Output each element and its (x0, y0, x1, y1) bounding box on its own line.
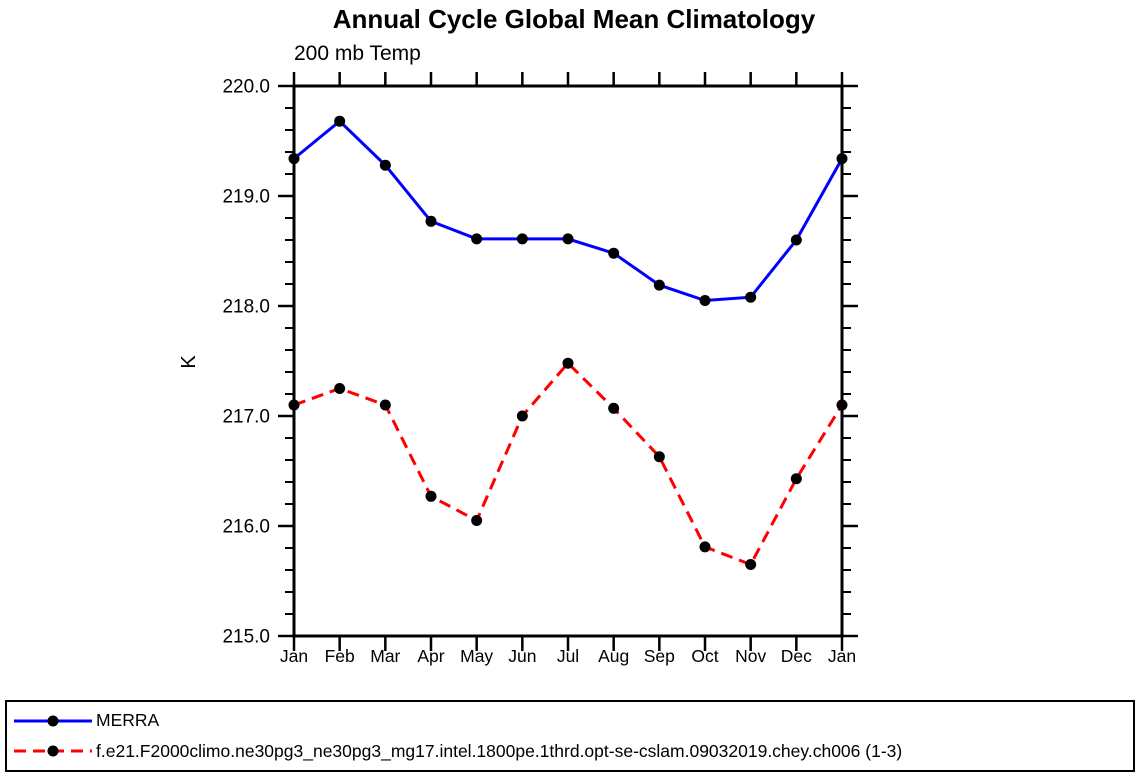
data-point-marker (745, 291, 757, 303)
series-line (293, 361, 844, 567)
legend-label: f.e21.F2000climo.ne30pg3_ne30pg3_mg17.in… (96, 740, 903, 761)
series-line (293, 119, 844, 303)
x-tick-label: Dec (781, 646, 812, 666)
x-tick-label: Mar (370, 646, 400, 666)
data-point-marker (334, 383, 346, 394)
chart-subtitle: 200 mb Temp (294, 42, 421, 65)
x-tick-label: Jan (828, 646, 856, 666)
y-tick-label: 218.0 (222, 297, 270, 318)
legend-item-model: f.e21.F2000climo.ne30pg3_ne30pg3_mg17.in… (7, 739, 1133, 763)
x-tick-label: Sep (644, 646, 675, 666)
data-point-marker (653, 279, 665, 291)
data-point-marker (471, 515, 483, 526)
data-point-marker (471, 233, 483, 245)
y-tick-label: 217.0 (222, 407, 270, 428)
x-tick-label: Oct (691, 646, 718, 666)
legend-line-sample-dashed (14, 745, 92, 757)
legend-item-merra: MERRA (7, 709, 1133, 733)
data-point-marker (699, 541, 711, 553)
data-point-marker (288, 399, 300, 411)
plot-area: Jan Feb Mar Apr May Jun Jul Aug Sep Oct Nov Dec Jan 2… (222, 72, 858, 666)
legend-label: MERRA (96, 710, 160, 731)
y-tick-label: 220.0 (222, 77, 270, 98)
x-tick-label: Aug (598, 646, 629, 666)
data-point-marker (608, 402, 620, 414)
legend-box: MERRA f.e21.F2000climo.ne30pg3_ne30pg3_m… (5, 700, 1135, 772)
x-tick-label: Nov (735, 646, 766, 666)
x-tick-label: May (460, 646, 493, 666)
data-point-marker (653, 451, 665, 463)
y-tick-label: 219.0 (222, 187, 270, 208)
legend-sample-marker (47, 715, 59, 727)
x-tick-label: Jun (508, 646, 536, 666)
data-point-marker (790, 234, 802, 246)
x-tick-label: Apr (417, 646, 444, 666)
data-point-marker (516, 410, 528, 422)
data-point-marker (745, 559, 757, 570)
data-point-marker (562, 233, 574, 245)
x-tick-label: Jan (280, 646, 308, 666)
data-point-marker (836, 153, 848, 165)
data-point-marker (562, 357, 574, 369)
data-point-marker (379, 399, 391, 411)
data-point-marker (790, 473, 802, 485)
data-point-marker (425, 215, 437, 227)
chart-title: Annual Cycle Global Mean Climatology (332, 4, 816, 34)
data-point-marker (379, 159, 391, 171)
data-point-marker (699, 295, 711, 306)
y-tick-label: 215.0 (222, 627, 270, 648)
data-point-marker (334, 115, 346, 127)
data-point-marker (425, 490, 437, 502)
legend-line-sample-solid (14, 715, 92, 727)
data-point-marker (516, 233, 528, 245)
x-tick-label: Jul (557, 646, 579, 666)
y-tick-label: 216.0 (222, 517, 270, 538)
legend-sample-marker (47, 745, 59, 757)
data-point-marker (608, 247, 620, 259)
data-point-marker (288, 153, 300, 165)
data-point-marker (836, 399, 848, 411)
x-tick-label: Feb (325, 646, 355, 666)
